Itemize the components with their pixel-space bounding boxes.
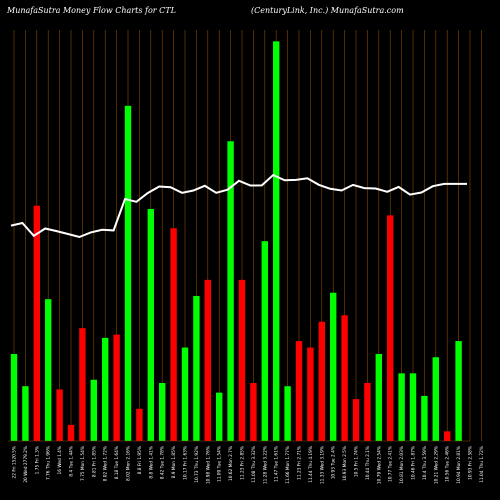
outflow-bar — [307, 347, 314, 441]
x-tick-label: 10.93 Tue 2.4% — [331, 446, 337, 479]
outflow-bar — [113, 334, 120, 441]
inflow-bar — [124, 105, 132, 442]
outflow-bar — [364, 382, 371, 441]
x-tick-label: 11.44 Thu 4.19% — [308, 446, 314, 483]
x-tick-label: 11.04 Thu 1.72% — [479, 446, 485, 483]
inflow-bar — [432, 357, 439, 441]
outflow-bar — [341, 315, 348, 441]
outflow-bar — [295, 341, 303, 441]
x-tick-label: 10.46 Fri 1.87% — [411, 446, 417, 480]
x-tick-label: 8.42 Tue 1.78% — [160, 446, 166, 479]
inflow-bar — [421, 395, 428, 441]
x-tick-label: 7.75 Mon 1.54% — [80, 446, 86, 481]
x-tick-label: 8.18 Tue 1.64% — [114, 446, 120, 479]
x-tick-label: 8.81 Fri 1.85% — [91, 446, 97, 477]
money-flow-bars — [10, 41, 462, 442]
x-tick-label: 11.47 Tue 1.61% — [274, 446, 280, 482]
outflow-bar — [444, 431, 451, 441]
inflow-bar — [398, 373, 405, 441]
x-tick-label: 10.94 Mon 2.81% — [456, 446, 462, 484]
outflow-bar — [79, 328, 86, 441]
inflow-bar — [284, 386, 291, 441]
x-tick-label: 11.66 Mon 1.77% — [285, 446, 291, 484]
x-tick-label: 10.93 Fri 2.58% — [468, 446, 474, 480]
x-tick-label: 8.02 Mon 2.16% — [126, 446, 132, 481]
x-tick-label: 10.44 Thu 2.1% — [365, 446, 371, 480]
outflow-bar — [318, 321, 325, 441]
inflow-bar — [330, 292, 337, 441]
outflow-bar — [56, 389, 63, 441]
x-tick-label: 1.75 Fri 1.3% — [34, 446, 40, 474]
x-tick-label: 10.17 Fri 1.63% — [183, 446, 189, 480]
inflow-bar — [102, 337, 109, 441]
x-tick-label: 10.81 Mon 2.03% — [399, 446, 405, 484]
x-tick-label: 10.77 Tue 2.41% — [388, 446, 394, 482]
x-tick-label: 10.62 Mon 2.7% — [228, 446, 234, 481]
inflow-bar — [375, 353, 382, 441]
outflow-bar — [170, 228, 177, 441]
inflow-bar — [147, 208, 154, 441]
x-tick-label: 11.23 Fri 2.71% — [297, 446, 303, 480]
outflow-bar — [67, 424, 75, 441]
x-tick-label: 20 Wed 2779.2% — [23, 446, 29, 483]
x-tick-label: 16 Wed 1.4% — [57, 446, 63, 474]
x-tick-label: 10.56 Tue 2.46% — [445, 446, 451, 482]
inflow-bar — [181, 347, 189, 441]
x-tick-label: 10.4 Thu 3.59% — [422, 446, 428, 480]
outflow-bar — [238, 279, 246, 441]
x-tick-label: 11.28 Wed 3.22% — [262, 446, 268, 484]
inflow-bar — [90, 379, 97, 441]
x-tick-label: 10.73 Thu 1.92% — [194, 446, 200, 483]
x-tick-label: 10.98 Wed 1.76% — [205, 446, 211, 484]
x-tick-label: 8.02 Wed 1.72% — [103, 446, 109, 481]
inflow-bar — [10, 353, 18, 441]
x-tick-label: 10.5 Fri 1.74% — [354, 446, 360, 477]
x-tick-label: 11.23 Fri 2.85% — [240, 446, 246, 480]
outflow-bar — [136, 408, 143, 441]
inflow-bar — [273, 41, 280, 442]
inflow-bar — [193, 295, 200, 441]
x-axis-tick-labels: 22 Fri 1520.5% 20 Wed 2779.2% 1.75 Fri 1.3… — [12, 446, 485, 484]
inflow-bar — [22, 386, 29, 441]
inflow-bar — [261, 241, 268, 441]
chart-subtitle: (CenturyLink, Inc.) MunafaSutra.com — [251, 6, 404, 15]
x-tick-label: 11.33 Wed 3.19% — [319, 446, 325, 484]
outflow-bar — [250, 382, 257, 441]
x-tick-label: 8.8 Wed 1.41% — [148, 446, 154, 479]
x-tick-label: 10.21 Wed 2.29% — [433, 446, 439, 484]
x-tick-label: 11.08 Thu 3.32% — [251, 446, 257, 483]
outflow-bar — [387, 215, 394, 441]
outflow-bar — [352, 399, 360, 441]
inflow-bar — [45, 299, 52, 441]
inflow-bar — [216, 392, 223, 441]
inflow-bar — [159, 382, 166, 441]
x-tick-label: 8.8 Fri 1.95% — [137, 446, 143, 474]
outflow-bar — [33, 205, 40, 441]
price-line — [10, 173, 467, 239]
x-tick-label: 7.76 Thu 1.96% — [46, 446, 52, 480]
chart-title: MunafaSutra Money Flow Charts for CTL — [6, 6, 176, 15]
inflow-bar — [227, 141, 234, 441]
inflow-bar — [455, 341, 462, 441]
x-tick-label: 8.4 Tue 1.44% — [69, 446, 75, 477]
x-tick-label: 22 Fri 1520.5% — [12, 446, 18, 478]
inflow-bar — [409, 373, 417, 441]
x-tick-label: 8.9 Mon 1.85% — [171, 446, 177, 478]
x-tick-label: 11.09 Tue 1.54% — [217, 446, 223, 482]
x-tick-label: 10.93 Mon 2.5% — [342, 446, 348, 481]
x-tick-label: 10.79 Wed 2.54% — [376, 446, 382, 484]
outflow-bar — [204, 279, 211, 441]
